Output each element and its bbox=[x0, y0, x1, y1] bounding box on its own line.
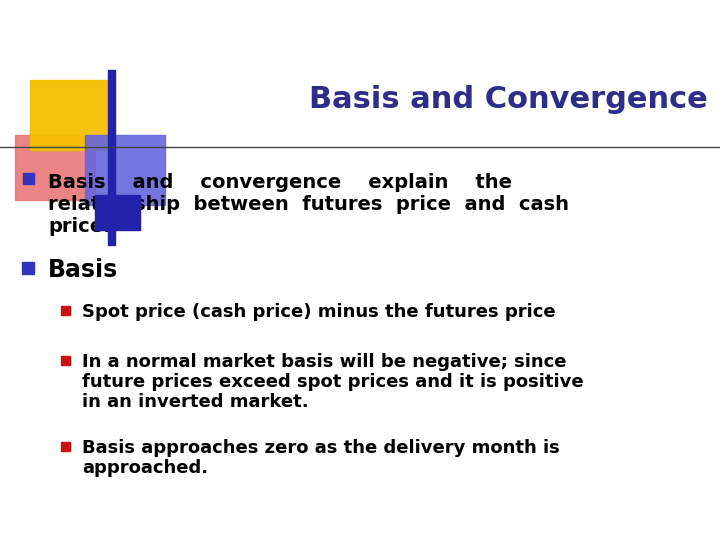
Bar bbox=[15, 135, 95, 200]
Bar bbox=[22, 172, 34, 184]
Text: Spot price (cash price) minus the futures price: Spot price (cash price) minus the future… bbox=[82, 303, 556, 321]
Text: Basis    and    convergence    explain    the: Basis and convergence explain the bbox=[48, 172, 512, 192]
Bar bbox=[60, 442, 70, 450]
Text: Basis approaches zero as the delivery month is: Basis approaches zero as the delivery mo… bbox=[82, 439, 559, 457]
Text: future prices exceed spot prices and it is positive: future prices exceed spot prices and it … bbox=[82, 373, 584, 391]
Text: Basis and Convergence: Basis and Convergence bbox=[310, 85, 708, 114]
Text: approached.: approached. bbox=[82, 459, 208, 477]
Bar bbox=[30, 80, 110, 150]
Text: Basis: Basis bbox=[48, 258, 118, 282]
Text: price.: price. bbox=[48, 217, 110, 235]
Bar bbox=[95, 195, 140, 230]
Bar bbox=[108, 70, 115, 245]
Bar bbox=[85, 135, 165, 205]
Text: relationship  between  futures  price  and  cash: relationship between futures price and c… bbox=[48, 194, 569, 213]
Bar bbox=[60, 306, 70, 314]
Bar bbox=[60, 355, 70, 364]
Text: In a normal market basis will be negative; since: In a normal market basis will be negativ… bbox=[82, 353, 567, 371]
Text: in an inverted market.: in an inverted market. bbox=[82, 393, 309, 411]
Bar bbox=[22, 262, 34, 274]
